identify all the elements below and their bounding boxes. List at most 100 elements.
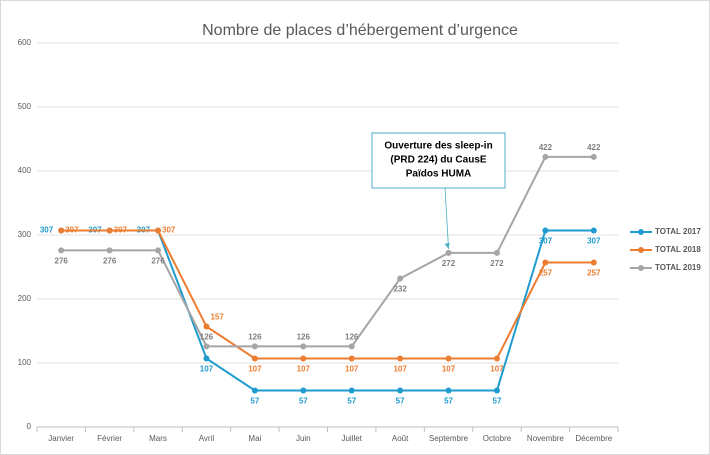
annotation-arrow <box>444 187 449 249</box>
point <box>251 355 258 362</box>
point <box>348 355 355 362</box>
y-tick-label: 600 <box>18 38 32 47</box>
data-label: 232 <box>393 285 407 294</box>
point <box>106 247 113 254</box>
data-label: 422 <box>539 143 553 152</box>
point <box>397 275 404 282</box>
x-tick-label: Août <box>392 434 409 443</box>
data-label: 157 <box>210 313 224 322</box>
data-label: 57 <box>347 397 356 406</box>
point <box>542 227 549 234</box>
y-tick-label: 200 <box>18 294 32 303</box>
data-label: 307 <box>162 226 176 235</box>
point <box>590 227 597 234</box>
data-label: 307 <box>539 237 553 246</box>
data-label: 257 <box>587 269 601 278</box>
x-tick-label: Juillet <box>341 434 362 443</box>
x-tick-label: Octobre <box>483 434 512 443</box>
point <box>445 249 452 256</box>
point <box>348 343 355 350</box>
point <box>300 387 307 394</box>
point <box>590 153 597 160</box>
data-label: 107 <box>200 365 214 374</box>
legend-marker <box>638 229 644 235</box>
data-label: 126 <box>200 332 214 341</box>
data-label: 126 <box>297 332 311 341</box>
legend-marker <box>638 247 644 253</box>
y-tick-label: 400 <box>18 166 32 175</box>
point <box>493 249 500 256</box>
data-label: 57 <box>493 397 502 406</box>
x-tick-label: Septembre <box>429 434 469 443</box>
data-label: 57 <box>299 397 308 406</box>
annotation-box <box>371 132 506 189</box>
legend-marker <box>638 265 644 271</box>
data-label: 107 <box>442 365 456 374</box>
point <box>445 387 452 394</box>
x-tick-label: Février <box>97 434 122 443</box>
point <box>58 227 65 234</box>
legend-label: TOTAL 2018 <box>655 245 701 254</box>
point <box>590 259 597 266</box>
data-label: 126 <box>248 332 262 341</box>
y-tick-label: 500 <box>18 102 32 111</box>
data-label: 57 <box>444 397 453 406</box>
annotation-text: Païdos HUMA <box>406 169 472 180</box>
data-label: 107 <box>248 365 262 374</box>
x-tick-label: Novembre <box>527 434 564 443</box>
point <box>348 387 355 394</box>
point <box>203 343 210 350</box>
point <box>542 259 549 266</box>
data-label: 57 <box>250 397 259 406</box>
point <box>155 227 162 234</box>
data-label: 307 <box>114 226 128 235</box>
data-label: 257 <box>539 269 553 278</box>
chart-title: Nombre de places d’hébergement d’urgence <box>202 22 518 39</box>
series-line <box>61 229 594 360</box>
annotation-text: Ouverture des sleep-in <box>384 141 492 152</box>
data-label: 307 <box>65 226 79 235</box>
point <box>203 355 210 362</box>
point <box>203 323 210 330</box>
point <box>300 343 307 350</box>
point <box>493 387 500 394</box>
legend-label: TOTAL 2019 <box>655 263 701 272</box>
point <box>251 343 258 350</box>
point <box>300 355 307 362</box>
data-label: 107 <box>393 365 407 374</box>
data-label: 307 <box>40 226 54 235</box>
x-tick-label: Juin <box>296 434 311 443</box>
point <box>155 247 162 254</box>
point <box>397 387 404 394</box>
point <box>251 387 258 394</box>
data-label: 422 <box>587 143 601 152</box>
data-label: 276 <box>55 256 69 265</box>
data-label: 276 <box>151 256 165 265</box>
point <box>445 355 452 362</box>
data-label: 272 <box>490 259 504 268</box>
data-label: 107 <box>345 365 359 374</box>
data-label: 272 <box>442 259 456 268</box>
data-label: 57 <box>396 397 405 406</box>
y-tick-label: 0 <box>27 422 32 431</box>
x-tick-label: Mars <box>149 434 167 443</box>
point <box>106 227 113 234</box>
x-tick-label: Mai <box>248 434 261 443</box>
data-label: 126 <box>345 332 359 341</box>
point <box>397 355 404 362</box>
data-label: 107 <box>297 365 311 374</box>
data-label: 107 <box>490 365 504 374</box>
data-label: 276 <box>103 256 117 265</box>
point <box>493 355 500 362</box>
x-tick-label: Janvier <box>48 434 74 443</box>
y-tick-label: 100 <box>18 358 32 367</box>
point <box>542 153 549 160</box>
data-label: 307 <box>587 237 601 246</box>
series-line <box>61 155 594 348</box>
x-tick-label: Avril <box>199 434 215 443</box>
annotation-text: (PRD 224) du CausE <box>390 155 486 166</box>
y-tick-label: 300 <box>18 230 32 239</box>
legend-label: TOTAL 2017 <box>655 227 701 236</box>
point <box>58 247 65 254</box>
